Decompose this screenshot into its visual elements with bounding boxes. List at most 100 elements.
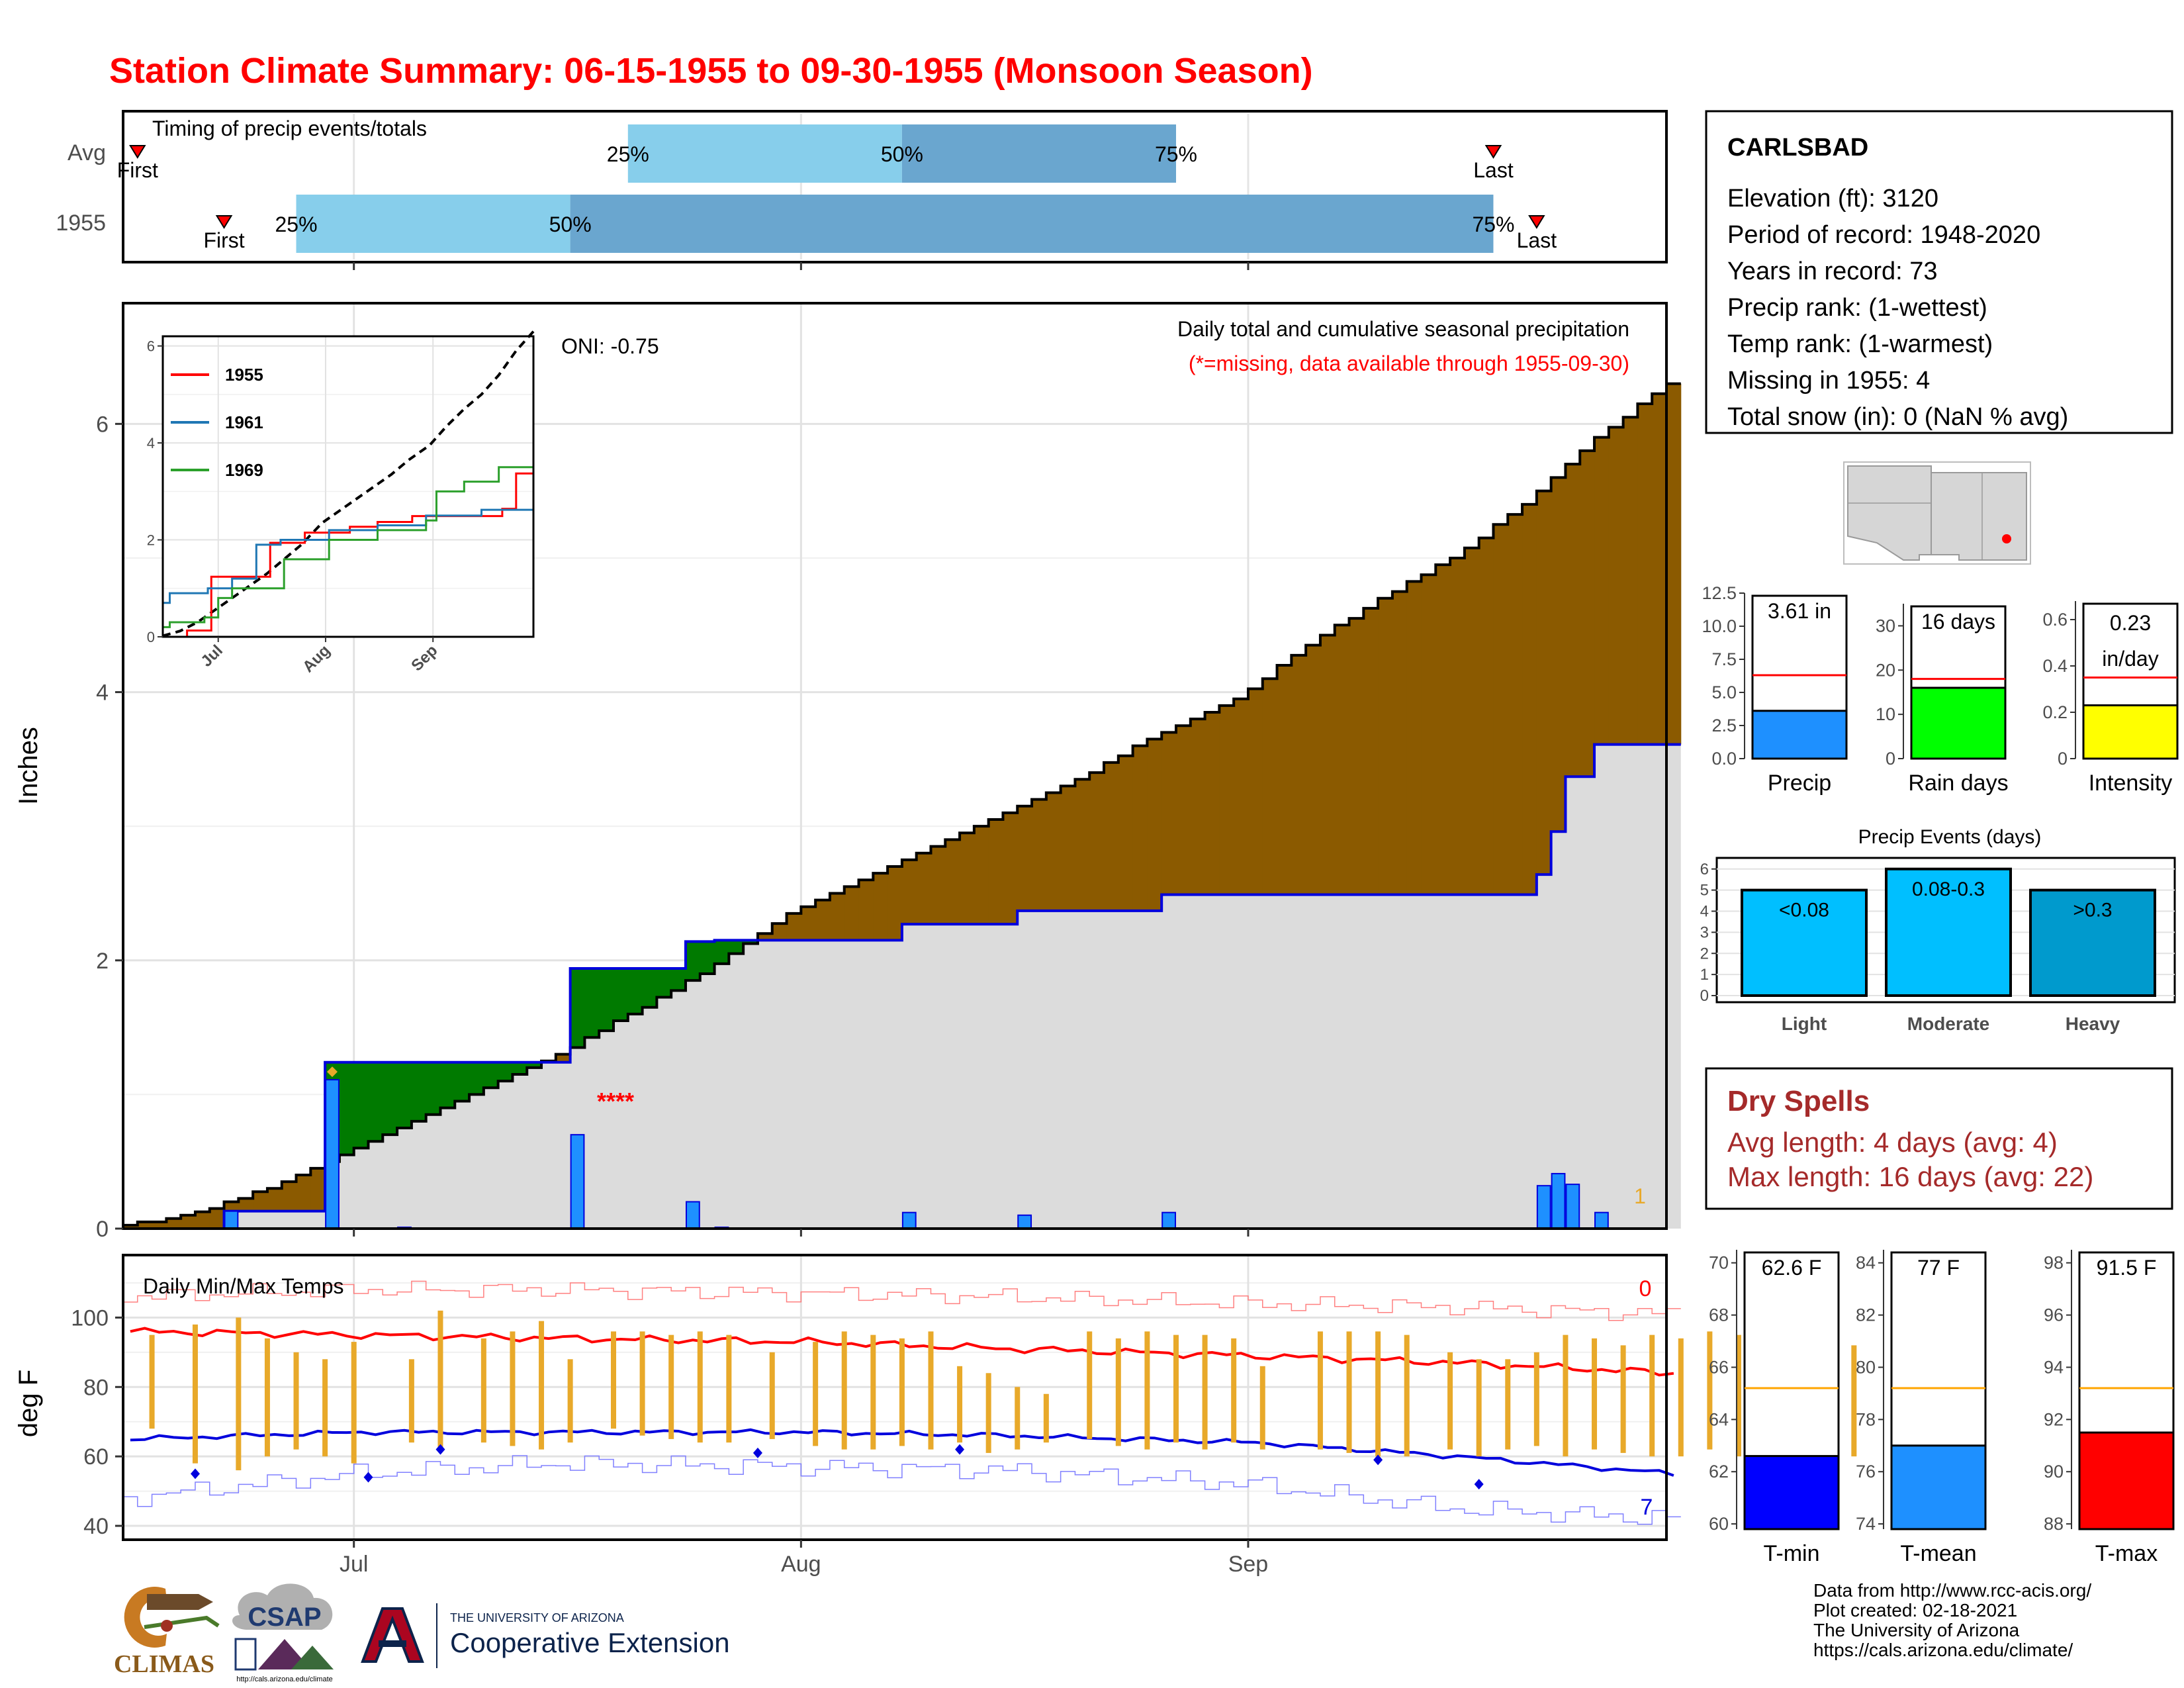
main-ytick-label: 6: [96, 412, 109, 437]
station-line: Missing in 1955: 4: [1727, 367, 1930, 395]
daily-precip-bar: [1161, 1211, 1176, 1230]
summary-value-label: 16 days: [1921, 610, 1995, 633]
daily-temp-range-bar: [726, 1335, 732, 1443]
inset-legend-label: 1969: [225, 460, 263, 480]
deficit-segment: [238, 1198, 253, 1211]
timing-panel: Timing of precip events/totals Avg 1955 …: [56, 110, 1668, 270]
deficit-segment: [166, 1218, 181, 1229]
record-low-marker: [1373, 1454, 1383, 1466]
deficit-segment: [887, 866, 903, 941]
surplus-segment: [729, 940, 744, 954]
deficit-segment: [772, 923, 788, 941]
csap-url: http://cals.arizona.edu/climate: [236, 1675, 333, 1683]
timing-last-marker: [1528, 215, 1545, 229]
deficit-segment: [1003, 812, 1018, 925]
events-category-label: Light: [1782, 1013, 1827, 1034]
daily-temp-range-bar: [1375, 1331, 1381, 1457]
station-line: Temp rank: (1-warmest): [1727, 330, 1993, 358]
deficit-segment: [858, 880, 874, 941]
deficit-segment: [786, 913, 801, 941]
daily-temp-range-bar: [611, 1331, 617, 1429]
daily-temp-range-bar: [408, 1359, 414, 1443]
corner-count: 1: [1634, 1184, 1646, 1208]
daily-temp-range-bar: [539, 1321, 545, 1450]
deficit-segment: [844, 886, 860, 941]
timing-percent-label: 75%: [1472, 212, 1514, 236]
surplus-segment: [368, 1062, 383, 1142]
timing-percent-label: 50%: [549, 212, 592, 236]
temp-ytick-label: 80: [83, 1375, 109, 1400]
deficit-segment: [1652, 393, 1667, 745]
deficit-segment: [1175, 726, 1191, 895]
events-ytick-label: 4: [1700, 903, 1709, 921]
daily-temp-range-bar: [1678, 1338, 1684, 1457]
summary-value-label: 0.23: [2110, 611, 2151, 635]
main-chart-title: Daily total and cumulative seasonal prec…: [1177, 317, 1629, 341]
record-low-marker: [363, 1472, 373, 1483]
deficit-segment: [945, 839, 960, 925]
surplus-segment: [685, 941, 701, 981]
events-bar-label: >0.3: [2073, 900, 2112, 921]
timing-bar-q3: [570, 195, 1494, 253]
surplus-segment: [671, 968, 686, 991]
daily-temp-range-bar: [668, 1335, 674, 1439]
events-ytick-label: 2: [1700, 945, 1709, 962]
summary-ytick-label: 70: [1709, 1253, 1729, 1273]
summary-ytick-label: 90: [2044, 1462, 2064, 1481]
credit-line: Data from http://www.rcc-acis.org/: [1813, 1580, 2092, 1601]
daily-temp-range-bar: [1346, 1331, 1352, 1453]
ua-name: THE UNIVERSITY OF ARIZONA: [450, 1611, 624, 1624]
summary-chart-intensity: 0 0.2 0.4 0.6 0.23 in/day Intensity: [2042, 601, 2179, 796]
daily-temp-range-bar: [841, 1331, 847, 1450]
station-info-box: CARLSBAD Elevation (ft): 3120 Period of …: [1705, 110, 2173, 434]
climas-logo: CLIMAS: [114, 1587, 220, 1678]
deficit-segment: [1565, 464, 1580, 777]
deficit-segment: [1421, 575, 1436, 895]
deficit-segment: [916, 853, 931, 925]
temp-series-line: [123, 1455, 1681, 1525]
record-low-marker: [190, 1468, 200, 1479]
temp-ytick-label: 100: [71, 1305, 109, 1331]
daily-temp-range-bar: [351, 1342, 357, 1464]
summary-ytick-label: 2.5: [1711, 716, 1737, 735]
deficit-segment: [1406, 581, 1422, 895]
deficit-segment: [1104, 762, 1119, 911]
deficit-segment: [224, 1201, 239, 1211]
record-low-marker: [752, 1447, 762, 1458]
daily-precip-bar: [1536, 1185, 1551, 1229]
record-low-marker: [955, 1444, 965, 1455]
surplus-segment: [426, 1062, 441, 1115]
inset-series-line: [163, 506, 535, 604]
daily-temp-range-bar: [899, 1338, 905, 1446]
inset-ytick-label: 0: [147, 629, 155, 645]
summary-ytick-label: 80: [1856, 1357, 1876, 1377]
deficit-segment: [1291, 655, 1306, 895]
average-cumulative-line: [123, 382, 1681, 1227]
month-label: Sep: [1228, 1552, 1269, 1577]
deficit-segment: [152, 1221, 167, 1229]
observed-cumulative-line: [123, 743, 1681, 1230]
footer-credits: Data from http://www.rcc-acis.org/ Plot …: [1813, 1581, 2091, 1660]
daily-precip-bar: [224, 1210, 239, 1230]
surplus-segment: [353, 1062, 369, 1149]
daily-temp-range-bar: [769, 1352, 775, 1439]
daily-temp-range-bar: [1259, 1366, 1265, 1450]
summary-title: Intensity: [2089, 771, 2173, 796]
summary-ytick-label: 74: [1856, 1514, 1876, 1534]
summary-ytick-label: 94: [2044, 1357, 2064, 1377]
deficit-segment: [1363, 608, 1379, 895]
observed-cumulative-area: [123, 744, 1681, 1229]
deficit-segment: [181, 1215, 196, 1229]
deficit-segment: [1464, 547, 1480, 895]
summary-ytick-label: 96: [2044, 1305, 2064, 1325]
events-ytick-label: 1: [1700, 966, 1709, 984]
university-of-arizona-logo: THE UNIVERSITY OF ARIZONA Cooperative Ex…: [361, 1603, 730, 1668]
deficit-segment: [253, 1192, 268, 1211]
deficit-segment: [801, 906, 816, 941]
events-ytick-label: 0: [1700, 987, 1709, 1005]
events-ytick-label: 5: [1700, 882, 1709, 900]
deficit-segment: [1608, 427, 1624, 745]
daily-temp-range-bar: [1447, 1352, 1453, 1450]
daily-temp-range-bar: [480, 1338, 486, 1443]
daily-precip-bar: [1551, 1172, 1566, 1229]
